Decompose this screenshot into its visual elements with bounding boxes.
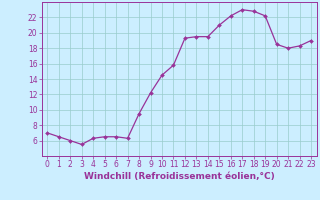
X-axis label: Windchill (Refroidissement éolien,°C): Windchill (Refroidissement éolien,°C) (84, 172, 275, 181)
